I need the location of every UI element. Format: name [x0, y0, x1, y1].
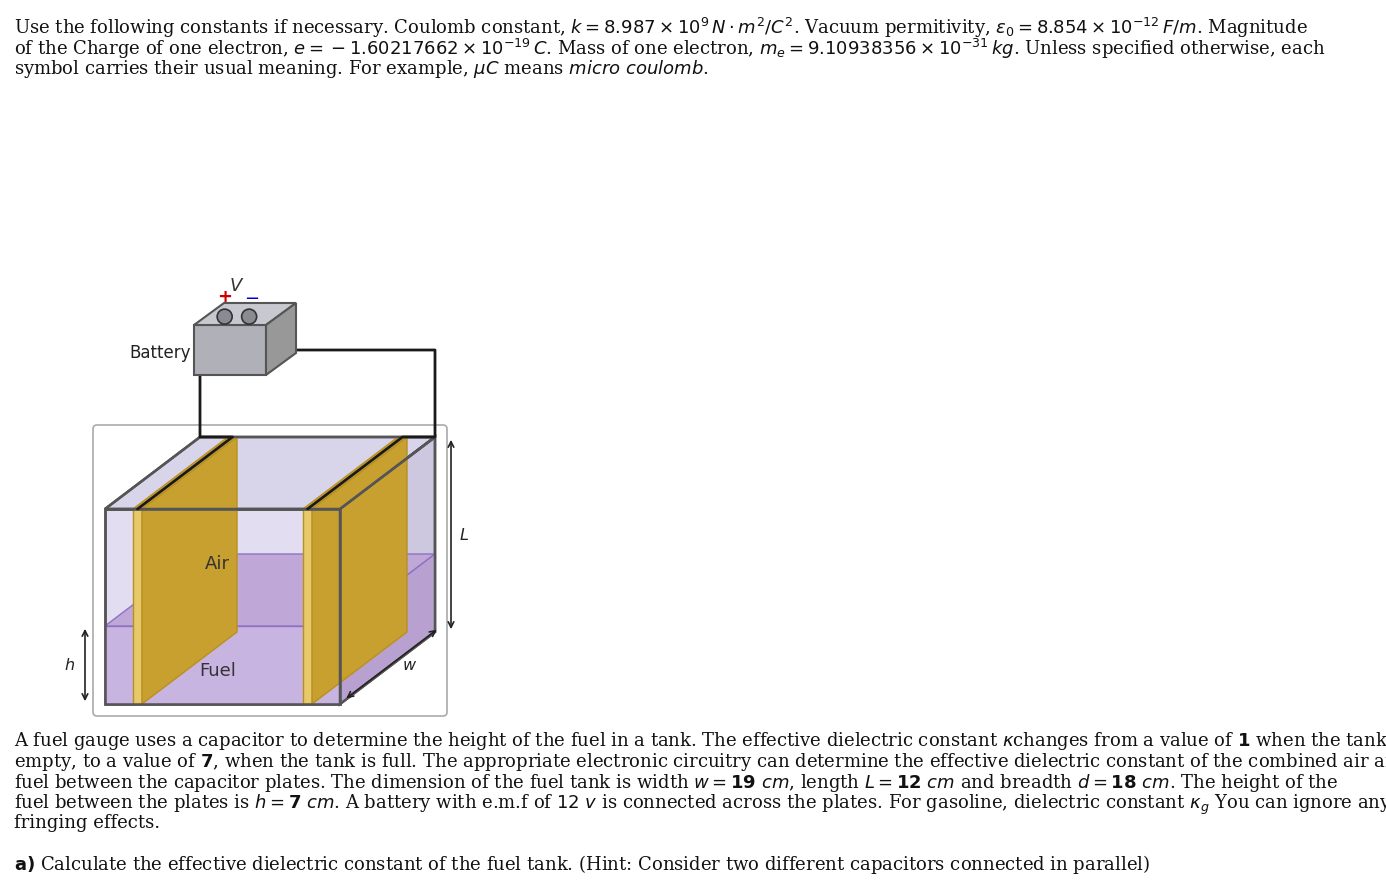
Polygon shape	[105, 626, 340, 704]
Polygon shape	[304, 437, 407, 509]
Text: fuel between the plates is $h = \mathbf{7}$ $\mathit{cm}$. A battery with e.m.f : fuel between the plates is $h = \mathbf{…	[14, 793, 1386, 818]
Polygon shape	[105, 437, 435, 509]
Text: Battery: Battery	[129, 343, 191, 362]
Circle shape	[241, 309, 256, 325]
Polygon shape	[340, 554, 435, 704]
Text: fuel between the capacitor plates. The dimension of the fuel tank is width $w = : fuel between the capacitor plates. The d…	[14, 772, 1339, 794]
Text: $-$: $-$	[244, 288, 259, 306]
Text: empty, to a value of $\mathbf{7}$, when the tank is full. The appropriate electr: empty, to a value of $\mathbf{7}$, when …	[14, 751, 1386, 773]
Text: Use the following constants if necessary. Coulomb constant, $k = 8.987 \times 10: Use the following constants if necessary…	[14, 16, 1308, 40]
Text: of the Charge of one electron, $e = -1.60217662 \times 10^{-19} \, C$. Mass of o: of the Charge of one electron, $e = -1.6…	[14, 37, 1325, 61]
Text: $w$: $w$	[402, 659, 417, 674]
Polygon shape	[194, 303, 297, 325]
Polygon shape	[304, 509, 312, 704]
Polygon shape	[105, 554, 435, 626]
Text: Air: Air	[205, 555, 230, 572]
Polygon shape	[141, 437, 237, 704]
Text: +: +	[218, 288, 233, 306]
Polygon shape	[340, 437, 435, 704]
Text: symbol carries their usual meaning. For example, $\mu C$ means $\mathit{micro\ c: symbol carries their usual meaning. For …	[14, 58, 708, 80]
Text: $h$: $h$	[64, 657, 75, 673]
Polygon shape	[105, 509, 340, 704]
Text: $V$: $V$	[229, 277, 244, 295]
Text: A fuel gauge uses a capacitor to determine the height of the fuel in a tank. The: A fuel gauge uses a capacitor to determi…	[14, 730, 1386, 752]
Text: $\mathbf{a)}$ Calculate the effective dielectric constant of the fuel tank. (Hin: $\mathbf{a)}$ Calculate the effective di…	[14, 853, 1150, 876]
Circle shape	[218, 309, 233, 325]
Text: Fuel: Fuel	[200, 662, 236, 680]
Polygon shape	[266, 303, 297, 375]
Polygon shape	[194, 325, 266, 375]
Polygon shape	[133, 509, 141, 704]
Text: fringing effects.: fringing effects.	[14, 814, 161, 832]
Polygon shape	[312, 437, 407, 704]
Polygon shape	[133, 437, 237, 509]
Text: $L$: $L$	[459, 527, 468, 542]
